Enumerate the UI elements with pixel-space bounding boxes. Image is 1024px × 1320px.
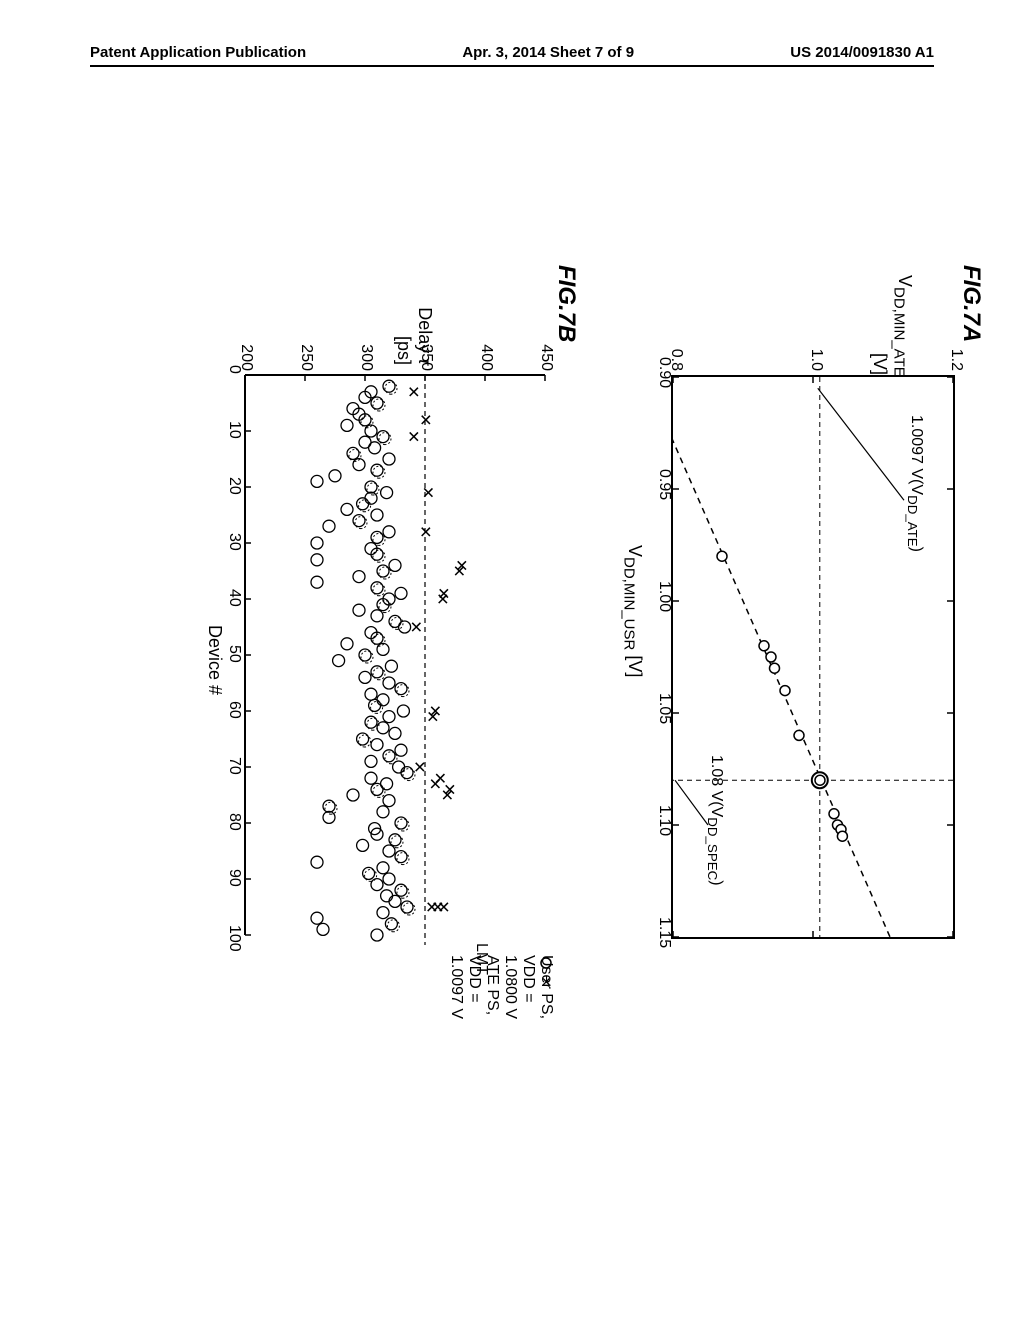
svg-text:✕: ✕ bbox=[410, 760, 427, 773]
svg-text:✕: ✕ bbox=[416, 525, 433, 538]
fig7a-annotation-vddspec: 1.08 V(VDD_SPEC) bbox=[705, 755, 725, 886]
svg-text:✕: ✕ bbox=[406, 620, 423, 633]
fig7b-yticks: 200250300350400450 bbox=[245, 331, 545, 371]
fig7b-chart: ✕✕✕✕✕✕✕✕✕✕✕✕✕✕✕✕✕✕✕✕ bbox=[245, 375, 545, 935]
svg-text:✕: ✕ bbox=[404, 385, 421, 398]
fig7b-label: FIG.7B bbox=[552, 265, 580, 342]
legend-ate-markers: × bbox=[537, 955, 555, 995]
fig7b-svg: ✕✕✕✕✕✕✕✕✕✕✕✕✕✕✕✕✕✕✕✕ bbox=[225, 375, 545, 955]
svg-text:✕: ✕ bbox=[418, 486, 435, 499]
fig7a-label: FIG.7A bbox=[957, 265, 985, 342]
header-left: Patent Application Publication bbox=[90, 44, 306, 61]
svg-text:✕: ✕ bbox=[416, 413, 433, 426]
fig7a-yticks: 0.81.01.2 bbox=[675, 335, 955, 371]
header-right: US 2014/0091830 A1 bbox=[790, 44, 934, 61]
fig7b-xticks: 0102030405060708090100 bbox=[219, 375, 243, 935]
svg-text:✕: ✕ bbox=[450, 564, 467, 577]
page: Patent Application Publication Apr. 3, 2… bbox=[0, 0, 1024, 1320]
svg-text:✕: ✕ bbox=[404, 430, 421, 443]
svg-text:×: × bbox=[537, 977, 554, 986]
figure-area: FIG.7A VDD,MIN_ATE[V] VDD,MIN_USR [V] 0.… bbox=[45, 265, 975, 1045]
fig7a-xticks: 0.900.951.001.051.101.15 bbox=[649, 375, 673, 935]
fig7a-annotation-vddate: 1.0097 V(VDD_ATE) bbox=[905, 415, 925, 552]
fig7a-xlabel: VDD,MIN_USR [V] bbox=[620, 545, 645, 677]
header-center: Apr. 3, 2014 Sheet 7 of 9 bbox=[462, 44, 634, 61]
svg-text:✕: ✕ bbox=[423, 710, 440, 723]
fig7b-legend: × User PS, VDD = 1.0800 V × ATE PS, VDD … bbox=[447, 955, 555, 1045]
svg-text:✕: ✕ bbox=[434, 900, 451, 913]
page-header: Patent Application Publication Apr. 3, 2… bbox=[90, 44, 934, 67]
svg-text:✕: ✕ bbox=[438, 788, 455, 801]
fig7b-lmt-label: LMT bbox=[472, 943, 490, 975]
svg-text:✕: ✕ bbox=[433, 592, 450, 605]
